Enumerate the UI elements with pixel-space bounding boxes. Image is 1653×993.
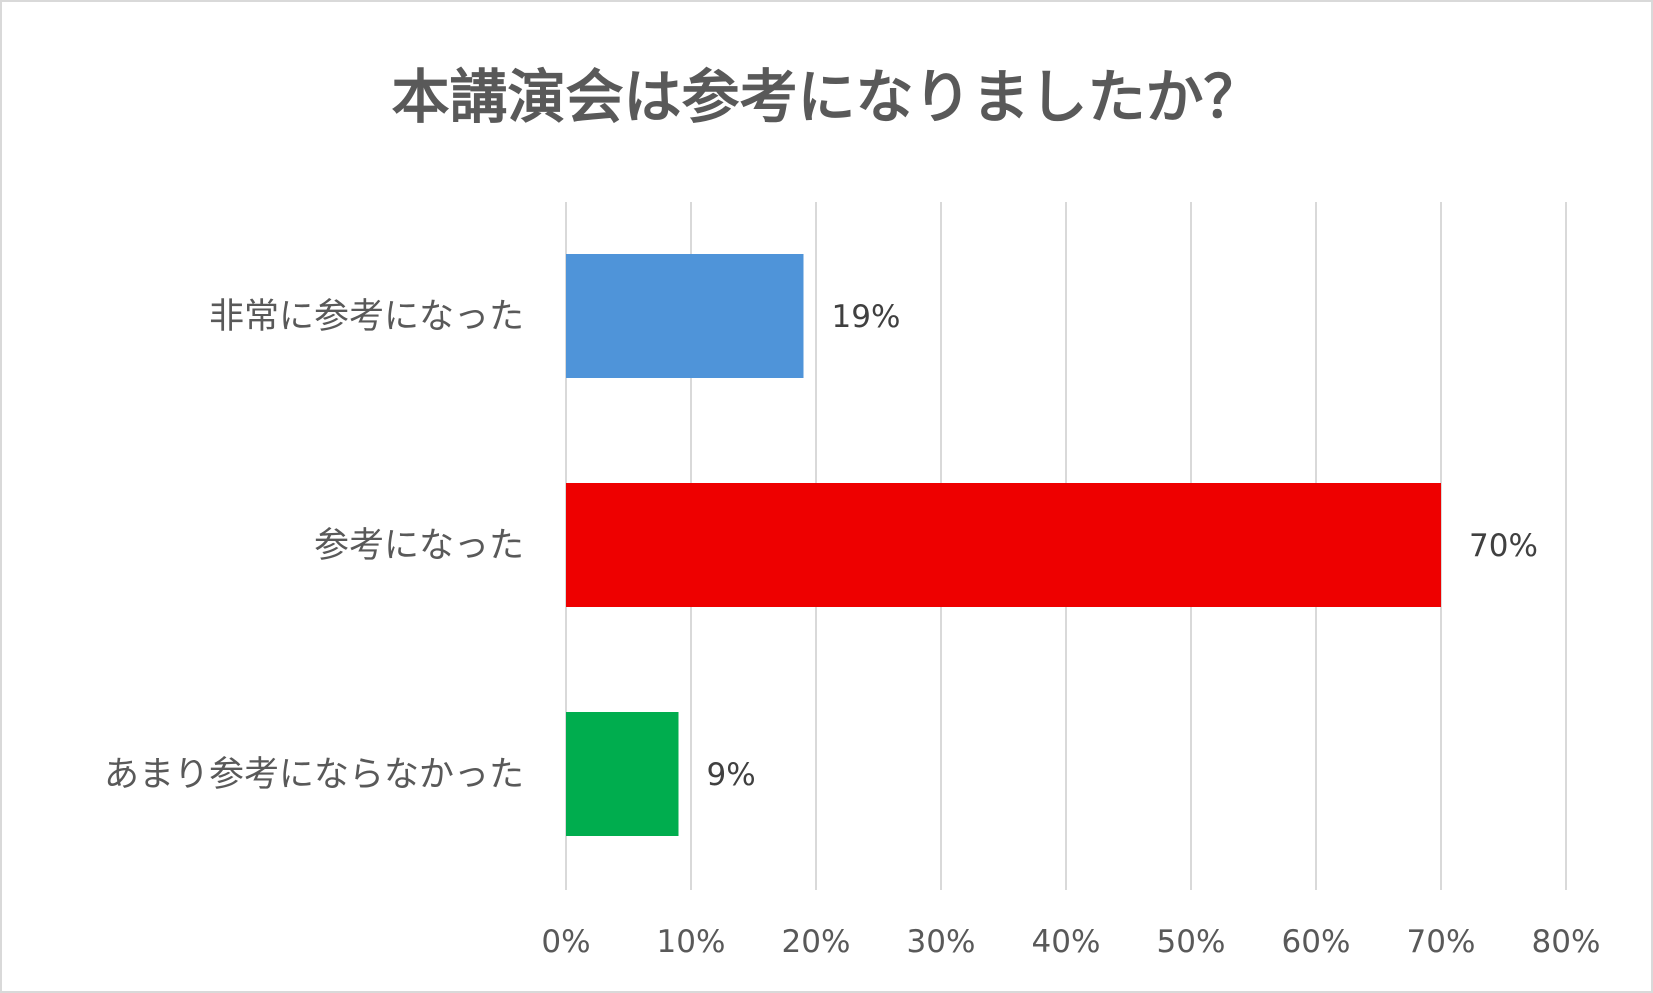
data-labels: 19% 70% 9% [707, 299, 1538, 793]
category-label: あまり参考にならなかった [104, 755, 524, 795]
category-label: 非常に参考になった [209, 297, 524, 337]
category-label: 参考になった [314, 526, 524, 566]
x-tick-label: 30% [907, 924, 976, 960]
x-tick-label: 60% [1282, 924, 1351, 960]
chart-title: 本講演会は参考になりましたか？ [391, 63, 1262, 131]
data-label: 19% [832, 299, 901, 335]
bar-2 [566, 483, 1441, 607]
x-tick-label: 0% [541, 924, 590, 960]
x-tick-label: 40% [1032, 924, 1101, 960]
x-tick-label: 20% [782, 924, 851, 960]
data-label: 70% [1469, 528, 1538, 564]
x-tick-label: 50% [1157, 924, 1226, 960]
bar-3 [566, 712, 679, 836]
bar-1 [566, 254, 804, 378]
x-tick-label: 10% [657, 924, 726, 960]
x-tick-label: 80% [1532, 924, 1601, 960]
x-tick-labels: 0% 10% 20% 30% 40% 50% 60% 70% 80% [541, 924, 1600, 960]
x-tick-label: 70% [1407, 924, 1476, 960]
bars [566, 254, 1441, 836]
data-label: 9% [707, 757, 756, 793]
